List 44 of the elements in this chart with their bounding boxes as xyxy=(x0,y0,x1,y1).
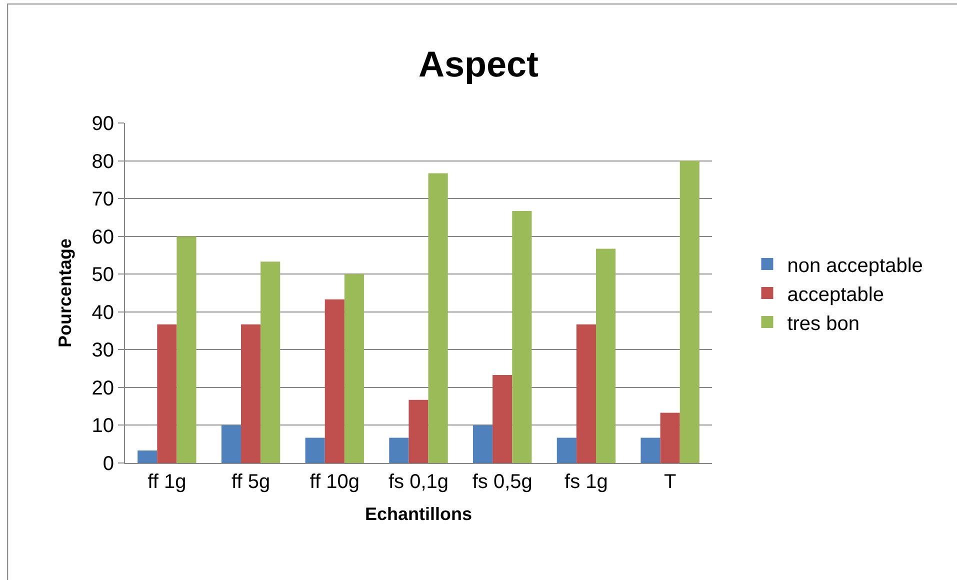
bar xyxy=(428,173,448,463)
y-tick-label: 60 xyxy=(92,226,114,248)
x-tick-label: ff 5g xyxy=(232,471,270,493)
x-tick-label: fs 1g xyxy=(564,471,608,493)
bar xyxy=(473,425,493,463)
bar xyxy=(176,236,196,463)
bar xyxy=(305,438,325,463)
bar xyxy=(660,412,680,463)
x-tick-label: fs 0,5g xyxy=(472,471,532,493)
bar xyxy=(221,425,241,463)
bar xyxy=(596,248,616,463)
y-tick-label: 10 xyxy=(92,415,114,438)
bar xyxy=(389,438,409,463)
bar xyxy=(157,324,177,463)
y-tick-label: 50 xyxy=(92,264,114,286)
bar xyxy=(512,211,532,463)
bar xyxy=(556,438,576,463)
x-axis-title: Echantillons xyxy=(364,504,472,524)
x-tick-label: ff 10g xyxy=(310,471,360,493)
y-axis-title: Pourcentage xyxy=(54,238,75,348)
legend-label: non acceptable xyxy=(787,254,923,277)
chart-title: Aspect xyxy=(418,43,539,84)
y-tick-label: 40 xyxy=(92,302,114,324)
y-tick-label: 0 xyxy=(102,453,114,475)
bar xyxy=(576,324,596,463)
legend-label: tres bon xyxy=(787,312,860,335)
bar xyxy=(680,160,700,463)
legend-label: acceptable xyxy=(787,284,884,306)
bar xyxy=(138,450,158,463)
y-tick-label: 30 xyxy=(92,340,114,362)
x-tick-label: T xyxy=(664,471,676,493)
x-tick-label: fs 0,1g xyxy=(388,471,449,493)
bar xyxy=(640,438,660,463)
bar xyxy=(344,274,364,463)
bar xyxy=(324,299,344,463)
bar xyxy=(492,374,512,463)
y-tick-label: 70 xyxy=(92,188,114,211)
y-tick-label: 20 xyxy=(92,377,114,400)
x-tick-label: ff 1g xyxy=(148,471,186,493)
bar xyxy=(241,324,261,463)
y-tick-label: 90 xyxy=(92,113,114,135)
bar xyxy=(260,262,280,463)
bar xyxy=(408,400,428,463)
y-tick-label: 80 xyxy=(92,150,114,173)
